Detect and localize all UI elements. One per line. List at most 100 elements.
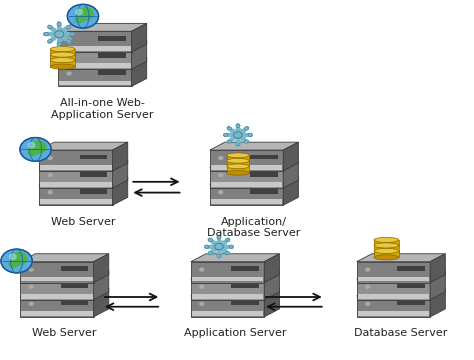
Circle shape (67, 4, 99, 28)
Text: Application Server: Application Server (184, 328, 286, 338)
Circle shape (55, 31, 64, 38)
Polygon shape (356, 254, 445, 262)
Circle shape (48, 174, 52, 177)
Circle shape (1, 249, 32, 273)
Circle shape (48, 157, 52, 159)
Polygon shape (430, 288, 445, 317)
Polygon shape (58, 23, 147, 31)
Polygon shape (191, 254, 279, 262)
Polygon shape (21, 277, 92, 282)
Circle shape (227, 140, 231, 143)
Text: All-in-one Web-
Application Server: All-in-one Web- Application Server (51, 98, 154, 120)
Text: Database Server: Database Server (355, 328, 447, 338)
Ellipse shape (227, 170, 249, 175)
Circle shape (217, 236, 221, 239)
Circle shape (245, 127, 249, 130)
Polygon shape (59, 63, 131, 68)
Polygon shape (58, 58, 147, 66)
Polygon shape (99, 70, 127, 75)
Polygon shape (283, 176, 299, 205)
Polygon shape (210, 199, 282, 204)
Polygon shape (210, 150, 283, 171)
Polygon shape (112, 159, 128, 188)
Circle shape (67, 38, 71, 41)
Polygon shape (191, 311, 264, 316)
Circle shape (248, 134, 252, 136)
Polygon shape (132, 58, 147, 86)
Ellipse shape (374, 243, 399, 248)
Polygon shape (39, 167, 112, 188)
Circle shape (77, 8, 93, 20)
Circle shape (245, 140, 249, 143)
Polygon shape (356, 288, 445, 296)
Circle shape (9, 254, 16, 260)
Circle shape (29, 285, 33, 288)
Polygon shape (99, 53, 127, 58)
Polygon shape (39, 150, 112, 171)
Circle shape (219, 174, 223, 177)
Polygon shape (58, 48, 132, 69)
Polygon shape (40, 199, 111, 204)
Polygon shape (21, 311, 92, 316)
Polygon shape (227, 166, 249, 173)
Polygon shape (94, 271, 109, 300)
Circle shape (44, 32, 48, 36)
Circle shape (229, 245, 233, 248)
Ellipse shape (50, 52, 75, 57)
Circle shape (366, 285, 370, 288)
Polygon shape (20, 279, 94, 300)
Polygon shape (210, 159, 299, 167)
Ellipse shape (227, 164, 249, 169)
Polygon shape (94, 288, 109, 317)
Polygon shape (59, 46, 131, 51)
Polygon shape (20, 262, 94, 283)
Polygon shape (356, 296, 430, 317)
Polygon shape (210, 184, 283, 205)
Circle shape (75, 16, 84, 22)
Circle shape (70, 32, 74, 36)
Ellipse shape (374, 255, 399, 260)
Polygon shape (58, 31, 132, 52)
Polygon shape (430, 271, 445, 300)
Circle shape (236, 143, 240, 146)
Polygon shape (397, 284, 425, 288)
Polygon shape (397, 301, 425, 305)
Circle shape (200, 285, 204, 288)
Polygon shape (61, 266, 89, 271)
Circle shape (11, 252, 27, 265)
Ellipse shape (50, 58, 75, 63)
Polygon shape (39, 184, 112, 205)
Polygon shape (283, 142, 299, 171)
Circle shape (29, 268, 33, 271)
Ellipse shape (50, 46, 75, 52)
Polygon shape (250, 155, 278, 159)
Circle shape (226, 238, 230, 242)
Polygon shape (20, 288, 109, 296)
Polygon shape (191, 288, 279, 296)
Polygon shape (374, 240, 399, 246)
Polygon shape (21, 294, 92, 298)
Polygon shape (39, 142, 128, 150)
Polygon shape (264, 254, 279, 283)
Polygon shape (191, 271, 279, 279)
Polygon shape (191, 296, 264, 317)
Circle shape (208, 252, 212, 255)
Polygon shape (283, 159, 299, 188)
Polygon shape (20, 271, 109, 279)
Circle shape (28, 143, 35, 148)
Circle shape (227, 127, 231, 130)
Polygon shape (430, 254, 445, 283)
Polygon shape (112, 176, 128, 205)
Circle shape (57, 23, 62, 26)
Circle shape (217, 254, 221, 257)
Circle shape (48, 191, 52, 194)
Polygon shape (132, 40, 147, 69)
Circle shape (219, 157, 223, 159)
Polygon shape (94, 254, 109, 283)
Circle shape (205, 245, 209, 248)
Polygon shape (264, 288, 279, 317)
Polygon shape (50, 60, 75, 67)
Circle shape (57, 42, 62, 46)
Polygon shape (40, 182, 111, 187)
Circle shape (20, 138, 51, 161)
